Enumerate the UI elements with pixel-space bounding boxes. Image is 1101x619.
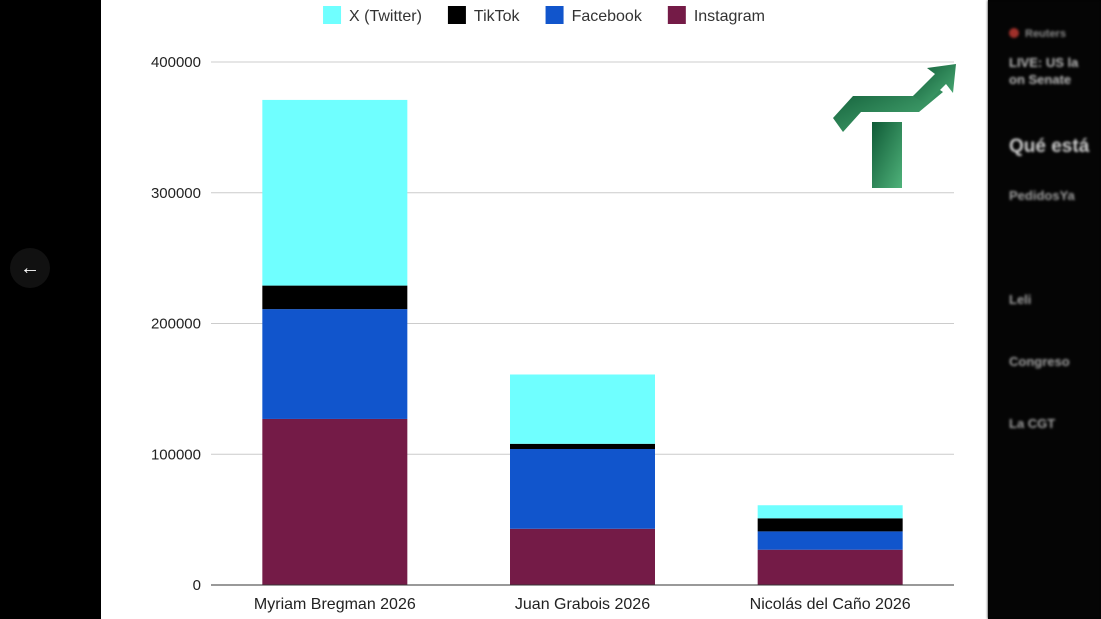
bar-segment-facebook[interactable] (262, 309, 408, 419)
y-tick-label: 200000 (151, 316, 201, 333)
x-tick-label: Juan Grabois 2026 (515, 596, 650, 613)
y-tick-label: 400000 (151, 54, 201, 71)
trend-item[interactable]: Leli (1009, 292, 1032, 307)
bar-segment-facebook[interactable] (510, 449, 655, 529)
x-tick-label: Myriam Bregman 2026 (254, 596, 416, 613)
legend-swatch (323, 6, 342, 24)
bar-segment-tiktok[interactable] (510, 443, 655, 450)
trend-item[interactable]: La CGT (1009, 416, 1056, 431)
legend-label: TikTok (474, 8, 521, 25)
arrow-left-icon: ← (20, 256, 40, 279)
legend-swatch (545, 6, 564, 24)
bar-segment-instagram[interactable] (510, 528, 655, 585)
bar-segment-x-twitter[interactable] (510, 374, 655, 444)
chart-panel: 0 100000 200000 300000 400000 Myriam Bregman … (101, 0, 988, 619)
bar-segment-tiktok[interactable] (262, 285, 408, 310)
bar-segment-tiktok[interactable] (757, 518, 903, 532)
y-tick-label: 0 (193, 577, 201, 594)
legend-label: Facebook (572, 8, 643, 25)
back-button[interactable]: ← (10, 248, 50, 288)
bar-segment-instagram[interactable] (757, 549, 903, 585)
legend-label: Instagram (694, 8, 765, 25)
stacked-bar-chart: 0 100000 200000 300000 400000 Myriam Bregman … (151, 6, 956, 613)
source-logo-icon (1009, 28, 1019, 38)
news-headline[interactable]: LIVE: US la on Senate (1009, 55, 1079, 87)
trend-item[interactable]: Congreso (1009, 354, 1070, 369)
y-tick-label: 100000 (151, 446, 201, 463)
trends-section-title: Qué está (1009, 136, 1090, 157)
x-tick-label: Nicolás del Caño 2026 (750, 596, 911, 613)
news-source[interactable]: Reuters (1009, 28, 1066, 40)
side-news-panel: Reuters LIVE: US la on Senate Qué está P… (988, 0, 1101, 619)
bar-segment-x-twitter[interactable] (757, 505, 903, 519)
legend-label: X (Twitter) (349, 8, 422, 25)
bar-segment-facebook[interactable] (757, 531, 903, 550)
bar-segment-x-twitter[interactable] (262, 99, 408, 286)
bar-segment-instagram[interactable] (262, 418, 408, 585)
trend-arrow-logo (833, 64, 956, 188)
legend-swatch (447, 6, 466, 24)
y-tick-label: 300000 (151, 185, 201, 202)
legend-swatch (667, 6, 686, 24)
trend-item[interactable]: PedidosYa (1009, 188, 1075, 203)
